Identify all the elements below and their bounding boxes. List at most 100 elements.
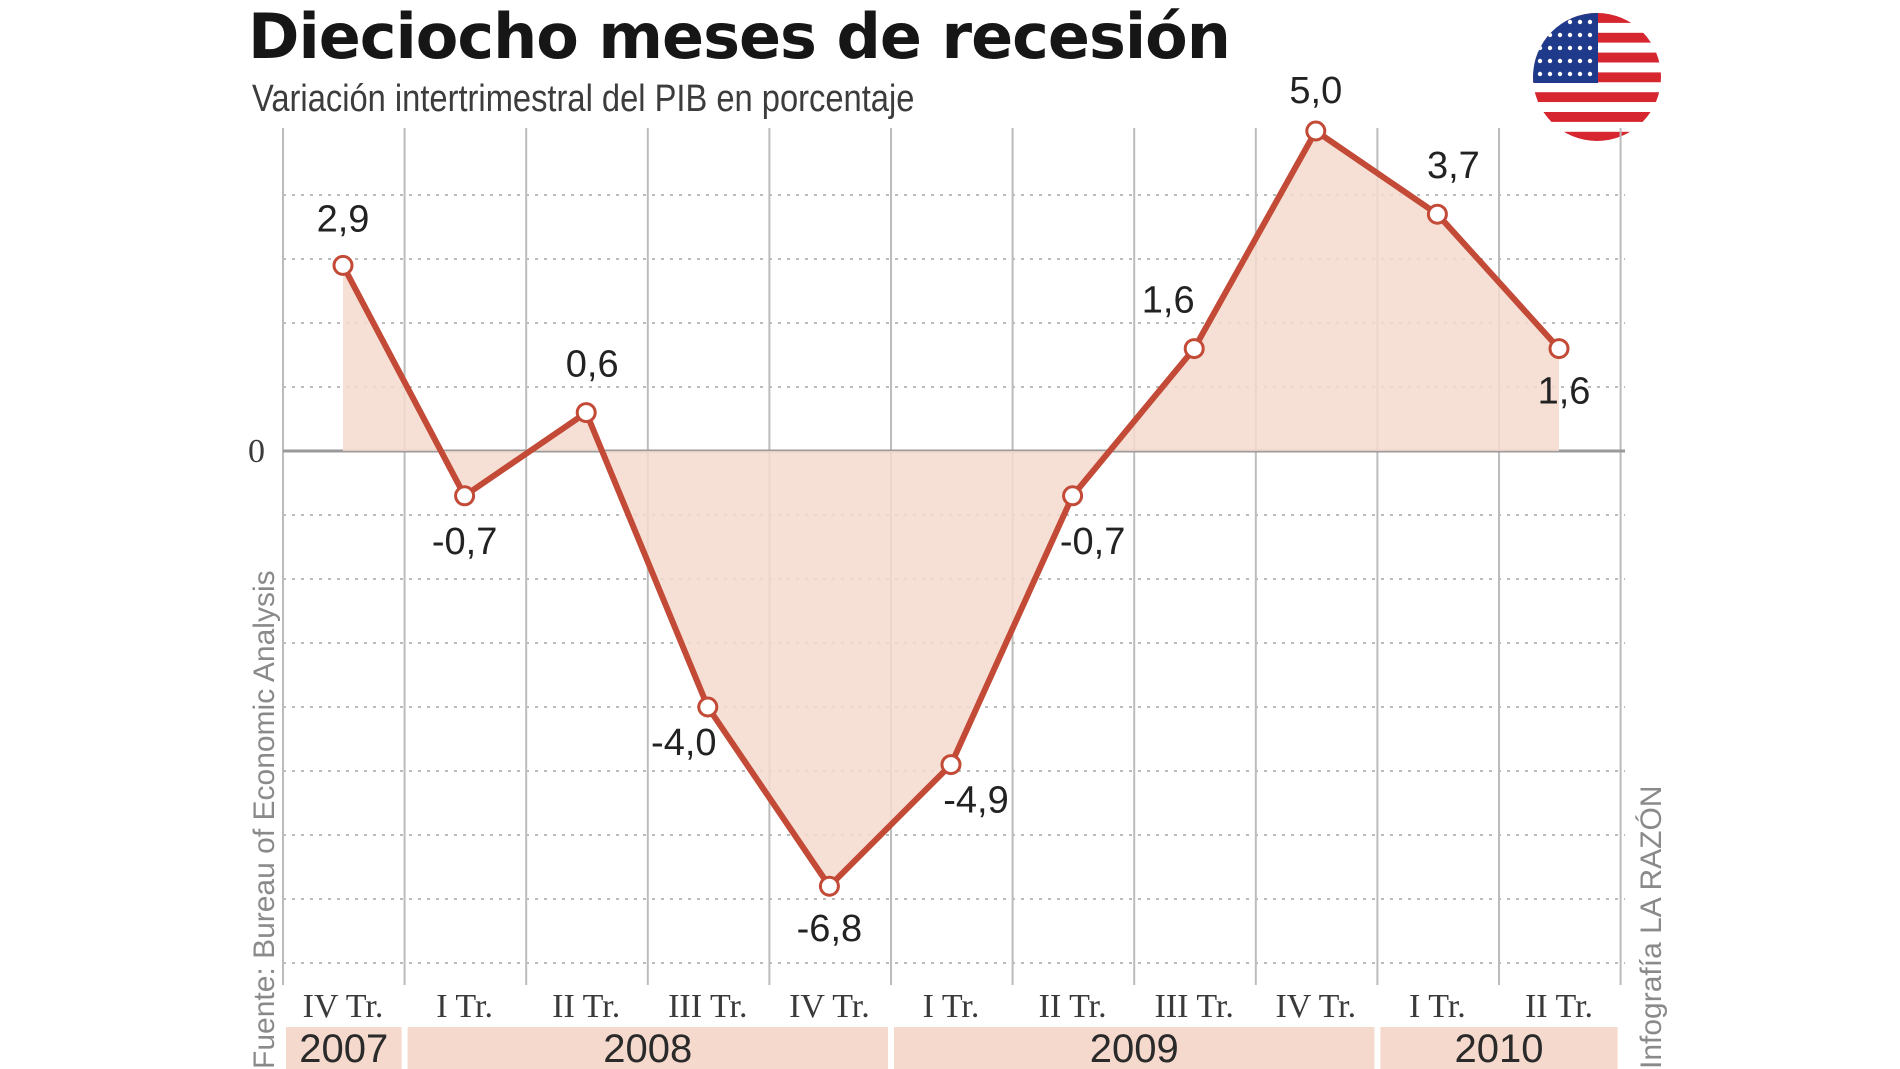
area-shape [343,131,1559,887]
source-note: Fuente: Bureau of Economic Analysis [248,570,281,1069]
year-label: 2010 [1455,1027,1544,1069]
data-label: 5,0 [1289,70,1342,112]
series-segment [340,262,468,499]
data-point [332,254,354,276]
year-band [407,1027,888,1069]
x-axis: IV Tr. I Tr. II Tr. III Tr. IV Tr. I Tr. II Tr… [286,988,1618,1069]
data-point [1305,120,1327,142]
data-label: -6,8 [797,908,862,950]
year-band [894,1027,1375,1069]
year-band [1380,1027,1618,1069]
data-point [1062,485,1084,507]
data-point [1183,338,1205,360]
y-tick-zero: 0 [248,433,265,470]
x-tick-label: IV Tr. [1275,988,1356,1025]
flag-star [1557,19,1563,25]
flag-star [1557,45,1563,51]
series-segment [583,409,711,710]
flag-star [1567,45,1573,51]
data-point [1548,338,1570,360]
flag-stripe [1533,121,1661,132]
flag-stripe [1533,92,1661,103]
data-point [818,875,840,897]
flag-star [1577,71,1583,77]
x-tick-label: II Tr. [1039,988,1107,1025]
flag-stripe [1533,82,1661,93]
flag-star [1557,32,1563,38]
flag-star [1587,32,1593,38]
series-segment [1312,128,1441,218]
year-band [286,1027,402,1069]
usa-flag-icon [1533,13,1661,141]
flag-star [1577,58,1583,64]
data-point [1426,203,1448,225]
year-label: 2008 [603,1027,692,1069]
data-point [454,485,476,507]
flag-star [1557,71,1563,77]
flag-star [1547,19,1553,25]
data-point [940,754,962,776]
series-segment [704,704,833,890]
series-segment [1434,211,1562,352]
series-segment [461,409,590,499]
flag-star [1587,45,1593,51]
series-segment [826,761,954,890]
flag-star [1537,71,1543,77]
flag-star [1537,58,1543,64]
year-label: 2009 [1090,1027,1179,1069]
x-tick-label: II Tr. [1525,988,1593,1025]
data-point [697,696,719,718]
flag-star [1577,19,1583,25]
series-segment [1069,345,1198,499]
flag-star [1587,71,1593,77]
data-label: 3,7 [1427,145,1480,187]
data-label: -0,7 [1060,521,1125,563]
flag-star [1567,71,1573,77]
flag-star [1587,19,1593,25]
flag-star [1567,58,1573,64]
flag-star [1547,71,1553,77]
flag-star [1537,32,1543,38]
flag-body [1533,13,1661,141]
data-label: 1,6 [1538,371,1591,413]
flag-star [1537,45,1543,51]
flag-star [1557,58,1563,64]
flag-star [1577,32,1583,38]
flag-star [1547,45,1553,51]
data-label: -4,9 [943,780,1008,822]
flag-star [1567,32,1573,38]
chart-subtitle: Variación intertrimestral del PIB en por… [252,78,915,120]
flag-star [1537,19,1543,25]
x-tick-label: I Tr. [1409,988,1466,1025]
x-tick-label: I Tr. [436,988,493,1025]
flag-stripe [1533,102,1661,113]
series-segment [948,492,1076,768]
data-labels: 2,9 -0,7 0,6 -4,0 -6,8 -4,9 -0,7 1,6 5,0 3,7 1,6 [317,70,1591,950]
flag-star [1587,58,1593,64]
x-tick-label: II Tr. [552,988,620,1025]
x-tick-label: III Tr. [1155,988,1234,1025]
flag-stripe [1533,131,1661,141]
data-label: -4,0 [651,722,716,764]
chart-title: Dieciocho meses de recesión [248,0,1231,73]
flag-stripe [1533,112,1661,122]
data-label: 1,6 [1142,280,1195,322]
flag-star [1547,32,1553,38]
data-label: -0,7 [432,521,497,563]
flag-star [1547,58,1553,64]
x-tick-label: III Tr. [668,988,747,1025]
x-tick-label: IV Tr. [303,988,384,1025]
data-point [575,402,597,424]
flag-star [1577,45,1583,51]
data-label: 2,9 [317,198,370,240]
x-tick-label: IV Tr. [789,988,870,1025]
credit-note: Infografía LA RAZÓN [1635,786,1668,1069]
year-label: 2007 [299,1027,388,1069]
area-fill [343,131,1559,887]
series-segment [1191,128,1319,352]
flag-star [1567,19,1573,25]
data-points [332,120,1570,897]
x-tick-label: I Tr. [923,988,980,1025]
data-label: 0,6 [566,344,619,386]
